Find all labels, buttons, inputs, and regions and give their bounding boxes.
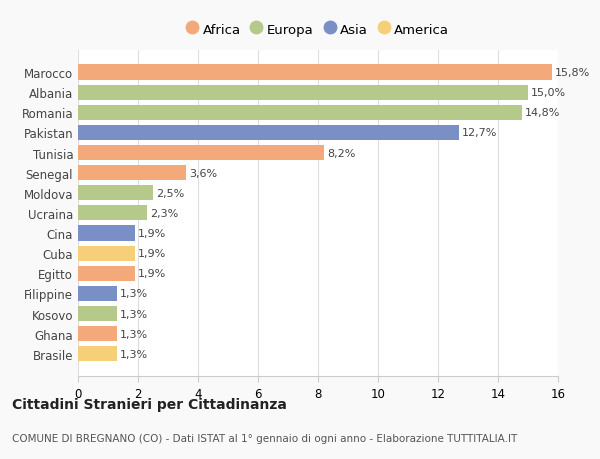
Text: 1,9%: 1,9% — [138, 269, 166, 279]
Text: 1,3%: 1,3% — [120, 309, 148, 319]
Text: 3,6%: 3,6% — [189, 168, 217, 178]
Bar — [78, 126, 459, 140]
Bar — [78, 146, 324, 161]
Text: 1,9%: 1,9% — [138, 229, 166, 239]
Bar — [78, 347, 117, 362]
Bar — [78, 306, 117, 321]
Text: Cittadini Stranieri per Cittadinanza: Cittadini Stranieri per Cittadinanza — [12, 397, 287, 412]
Legend: Africa, Europa, Asia, America: Africa, Europa, Asia, America — [181, 18, 455, 42]
Text: 14,8%: 14,8% — [525, 108, 560, 118]
Text: 2,3%: 2,3% — [150, 208, 178, 218]
Bar — [78, 206, 147, 221]
Bar — [78, 166, 186, 181]
Text: 8,2%: 8,2% — [327, 148, 355, 158]
Bar — [78, 85, 528, 101]
Text: 15,0%: 15,0% — [531, 88, 566, 98]
Text: 1,3%: 1,3% — [120, 329, 148, 339]
Text: 12,7%: 12,7% — [462, 128, 497, 138]
Text: 1,3%: 1,3% — [120, 349, 148, 359]
Bar — [78, 266, 135, 281]
Text: 1,9%: 1,9% — [138, 249, 166, 258]
Bar — [78, 286, 117, 301]
Bar — [78, 186, 153, 201]
Text: 2,5%: 2,5% — [156, 188, 184, 198]
Text: 1,3%: 1,3% — [120, 289, 148, 299]
Text: COMUNE DI BREGNANO (CO) - Dati ISTAT al 1° gennaio di ogni anno - Elaborazione T: COMUNE DI BREGNANO (CO) - Dati ISTAT al … — [12, 433, 517, 442]
Bar — [78, 106, 522, 121]
Bar — [78, 246, 135, 261]
Bar — [78, 326, 117, 341]
Bar — [78, 226, 135, 241]
Text: 15,8%: 15,8% — [555, 68, 590, 78]
Bar — [78, 65, 552, 80]
